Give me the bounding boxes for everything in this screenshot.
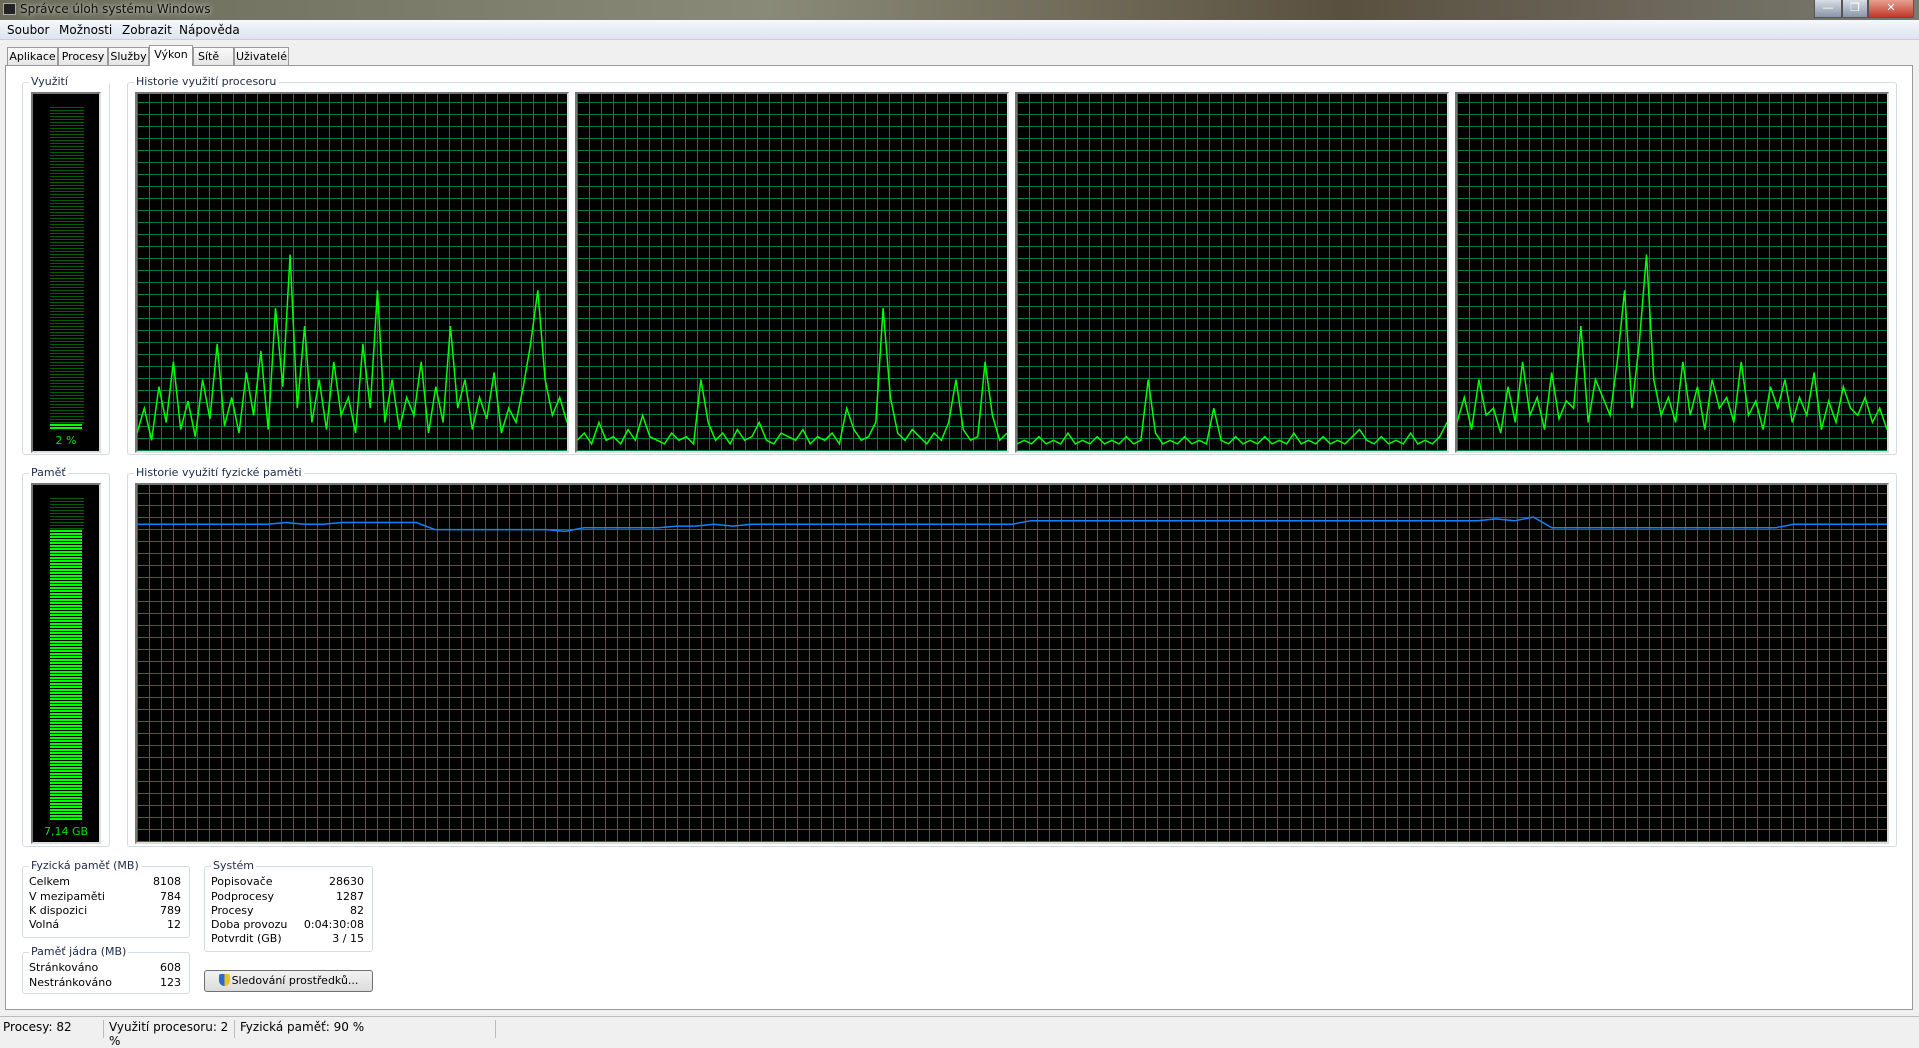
stat-label: V mezipaměti [29, 890, 105, 903]
cpu-core-1-graph [135, 92, 569, 453]
tab-vykon[interactable]: Výkon [149, 45, 193, 66]
menu-bar: Soubor Možnosti Zobrazit Nápověda [0, 20, 1919, 40]
usage-line [137, 516, 1887, 533]
usage-line [1457, 254, 1887, 434]
usage-line [137, 254, 567, 441]
stat-label: Celkem [29, 875, 70, 888]
close-button[interactable]: ✕ [1868, 0, 1914, 18]
resource-monitor-label: Sledování prostředků... [231, 974, 359, 987]
stat-value: 1287 [336, 890, 364, 903]
status-memory: Fyzická paměť: 90 % [235, 1020, 496, 1038]
menu-moznosti[interactable]: Možnosti [59, 23, 113, 37]
stat-value: 82 [350, 904, 364, 917]
meter-off-segments [50, 106, 84, 429]
stat-label: Potvrdit (GB) [211, 932, 282, 945]
stat-row: Podprocesy 1287 [211, 890, 364, 905]
usage-line [1017, 379, 1447, 446]
physical-memory-group: Fyzická paměť (MB) Celkem 8108 V mezipamě… [22, 859, 190, 938]
stat-row: Popisovače 28630 [211, 875, 364, 890]
stat-label: Volná [29, 918, 60, 931]
status-bar: Procesy: 82 Využití procesoru: 2 % Fyzic… [0, 1016, 1919, 1048]
stat-value: 0:04:30:08 [303, 918, 364, 931]
meter-on-segments [50, 422, 84, 429]
stat-value: 789 [160, 904, 181, 917]
cpu-core-4-graph [1455, 92, 1889, 453]
status-processes: Procesy: 82 [0, 1020, 104, 1038]
stat-value: 3 / 15 [332, 932, 364, 945]
memory-history-group: Historie využití fyzické paměti [127, 466, 1897, 847]
resource-monitor-button[interactable]: Sledování prostředků... [204, 970, 373, 992]
memory-value: 7,14 GB [43, 825, 89, 838]
tab-aplikace[interactable]: Aplikace [7, 47, 58, 66]
system-label: Systém [211, 859, 257, 872]
tab-site[interactable]: Sítě [193, 47, 234, 66]
stat-label: Popisovače [211, 875, 273, 888]
restore-button[interactable]: ❐ [1842, 0, 1868, 18]
stat-row: Nestránkováno 123 [29, 976, 181, 991]
stat-label: Nestránkováno [29, 976, 112, 989]
cpu-core-2-graph [575, 92, 1009, 453]
stat-value: 12 [167, 918, 181, 931]
system-group: Systém Popisovače 28630 Podprocesy 1287 Pr… [204, 859, 373, 952]
memory-history-label: Historie využití fyzické paměti [134, 466, 304, 479]
stat-label: Podprocesy [211, 890, 275, 903]
stat-row: Doba provozu 0:04:30:08 [211, 918, 364, 933]
stat-row: V mezipaměti 784 [29, 890, 181, 905]
tab-procesy[interactable]: Procesy [58, 47, 108, 66]
menu-zobrazit[interactable]: Zobrazit [122, 23, 172, 37]
tab-sluzby[interactable]: Služby [108, 47, 149, 66]
cpu-usage-value: 2 % [55, 434, 77, 447]
stat-row: K dispozici 789 [29, 904, 181, 919]
stat-value: 8108 [153, 875, 181, 888]
kernel-memory-group: Paměť jádra (MB) Stránkováno 608 Nestránk… [22, 945, 190, 994]
stat-value: 784 [160, 890, 181, 903]
uac-shield-icon [218, 974, 230, 986]
stat-label: Doba provozu [211, 918, 288, 931]
title-bar: Správce úloh systému Windows — ❐ ✕ [0, 0, 1919, 20]
stat-row: Stránkováno 608 [29, 961, 181, 976]
stat-value: 28630 [329, 875, 364, 888]
memory-meter: 7,14 GB [31, 483, 101, 844]
memory-label: Paměť [29, 466, 68, 479]
stat-label: Procesy [211, 904, 254, 917]
window-title: Správce úloh systému Windows [20, 2, 211, 16]
stat-label: Stránkováno [29, 961, 99, 974]
kernel-memory-label: Paměť jádra (MB) [29, 945, 129, 958]
memory-group: Paměť [22, 466, 110, 847]
minimize-button[interactable]: — [1814, 0, 1842, 18]
stat-row: Potvrdit (GB) 3 / 15 [211, 932, 364, 947]
menu-soubor[interactable]: Soubor [7, 23, 50, 37]
stat-row: Procesy 82 [211, 904, 364, 919]
cpu-history-group: Historie využití procesoru [127, 75, 1897, 455]
physical-memory-label: Fyzická paměť (MB) [29, 859, 141, 872]
menu-napoveda[interactable]: Nápověda [179, 23, 240, 37]
stat-value: 608 [160, 961, 181, 974]
status-cpu: Využití procesoru: 2 % [104, 1020, 235, 1048]
stat-row: Celkem 8108 [29, 875, 181, 890]
memory-history-graph [135, 483, 1889, 844]
task-manager-icon [3, 3, 16, 15]
tab-uzivatele[interactable]: Uživatelé [234, 47, 289, 66]
stat-row: Volná 12 [29, 918, 181, 933]
cpu-history-label: Historie využití procesoru [134, 75, 279, 88]
cpu-core-3-graph [1015, 92, 1449, 453]
meter-on-segments [50, 529, 84, 820]
usage-line [577, 308, 1007, 446]
stat-value: 123 [160, 976, 181, 989]
cpu-usage-meter: 2 % [31, 92, 101, 453]
stat-label: K dispozici [29, 904, 88, 917]
